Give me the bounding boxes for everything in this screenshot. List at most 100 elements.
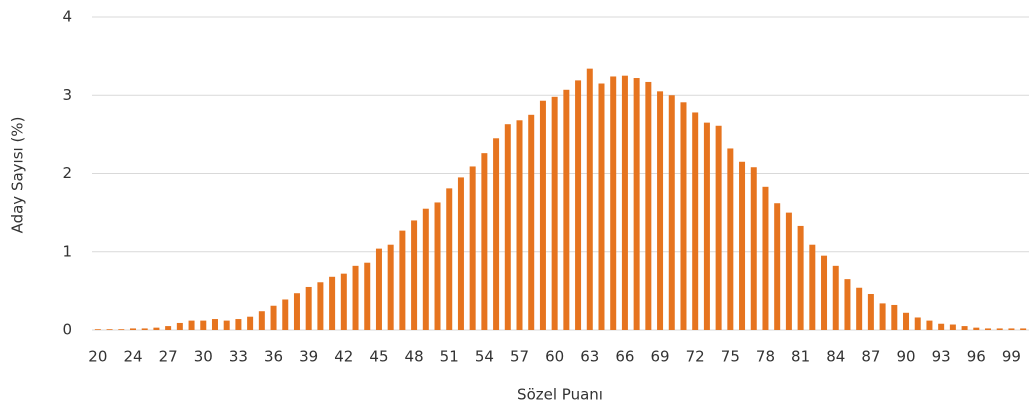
bar xyxy=(563,89,570,331)
bar xyxy=(364,262,371,330)
x-tick-label: 30 xyxy=(194,348,213,366)
bar xyxy=(539,100,546,330)
x-tick-label: 90 xyxy=(896,348,915,366)
bar xyxy=(118,329,125,330)
bar xyxy=(329,276,336,330)
bar xyxy=(481,153,488,330)
x-tick-label: 39 xyxy=(299,348,318,366)
bar xyxy=(961,326,968,330)
bar xyxy=(938,323,945,330)
bar xyxy=(258,311,265,330)
x-axis-title: Sözel Puanı xyxy=(517,386,603,404)
x-tick-label: 75 xyxy=(721,348,740,366)
x-tick-label: 57 xyxy=(510,348,529,366)
x-tick-label: 66 xyxy=(615,348,634,366)
bar xyxy=(141,328,148,330)
x-tick-label: 63 xyxy=(580,348,599,366)
x-tick-label: 78 xyxy=(756,348,775,366)
bar xyxy=(856,287,863,330)
y-tick-label: 0 xyxy=(62,321,72,339)
x-tick-label: 33 xyxy=(229,348,248,366)
x-tick-label: 54 xyxy=(475,348,494,366)
bar xyxy=(914,317,921,330)
x-tick-label: 99 xyxy=(1002,348,1021,366)
y-tick-label: 2 xyxy=(62,164,72,182)
bar xyxy=(340,273,347,330)
x-tick-label: 24 xyxy=(123,348,142,366)
x-tick-label: 93 xyxy=(932,348,951,366)
bar xyxy=(621,75,628,330)
bar xyxy=(774,203,781,330)
bar xyxy=(504,124,511,330)
bar xyxy=(106,329,113,330)
bar xyxy=(645,81,652,330)
x-tick-label: 27 xyxy=(159,348,178,366)
x-tick-label: 45 xyxy=(369,348,388,366)
bar xyxy=(446,188,453,330)
bar xyxy=(282,299,289,330)
bar xyxy=(176,322,183,330)
bar xyxy=(598,83,605,330)
bar xyxy=(891,304,898,330)
bar xyxy=(270,305,277,330)
bar xyxy=(551,96,558,330)
bar xyxy=(317,282,324,330)
bar xyxy=(575,80,582,330)
x-tick-label: 42 xyxy=(334,348,353,366)
bar xyxy=(926,320,933,330)
bar xyxy=(821,255,828,330)
bar xyxy=(797,225,804,330)
bar xyxy=(727,148,734,330)
bar xyxy=(434,202,441,330)
bar xyxy=(153,327,160,330)
bar xyxy=(867,294,874,330)
bar xyxy=(903,312,910,330)
x-tick-label: 87 xyxy=(861,348,880,366)
bar xyxy=(750,167,757,330)
x-tick-label: 81 xyxy=(791,348,810,366)
bar xyxy=(528,114,535,330)
y-tick-label: 4 xyxy=(62,8,72,26)
bar xyxy=(879,303,886,330)
y-tick-label: 1 xyxy=(62,242,72,260)
bar xyxy=(422,208,429,330)
bar xyxy=(1020,328,1027,330)
bar xyxy=(411,220,418,330)
y-axis-title: Aday Sayısı (%) xyxy=(9,117,27,234)
x-tick-label: 96 xyxy=(967,348,986,366)
bar xyxy=(680,102,687,330)
bar xyxy=(703,122,710,330)
bar xyxy=(387,244,394,330)
bar xyxy=(165,326,172,330)
bar xyxy=(516,120,523,330)
bar xyxy=(94,329,101,330)
bar xyxy=(235,319,242,330)
bar xyxy=(996,328,1003,330)
bar xyxy=(692,112,699,330)
bar xyxy=(399,230,406,330)
bar xyxy=(739,161,746,330)
bar xyxy=(211,319,218,330)
bar xyxy=(633,78,640,330)
x-tick-label: 69 xyxy=(651,348,670,366)
bar xyxy=(188,320,195,330)
bar xyxy=(949,324,956,330)
bar xyxy=(762,186,769,330)
bar xyxy=(247,316,254,330)
bar xyxy=(1008,328,1015,330)
bar xyxy=(457,177,464,330)
bar xyxy=(352,265,359,330)
bar xyxy=(985,328,992,330)
bar xyxy=(129,328,136,330)
bar xyxy=(469,166,476,330)
x-tick-label: 51 xyxy=(440,348,459,366)
bar xyxy=(657,91,664,331)
x-tick-label: 36 xyxy=(264,348,283,366)
bar xyxy=(668,95,675,330)
x-tick-label: 60 xyxy=(545,348,564,366)
bar xyxy=(223,320,230,330)
bar xyxy=(493,138,500,330)
bar xyxy=(785,212,792,330)
